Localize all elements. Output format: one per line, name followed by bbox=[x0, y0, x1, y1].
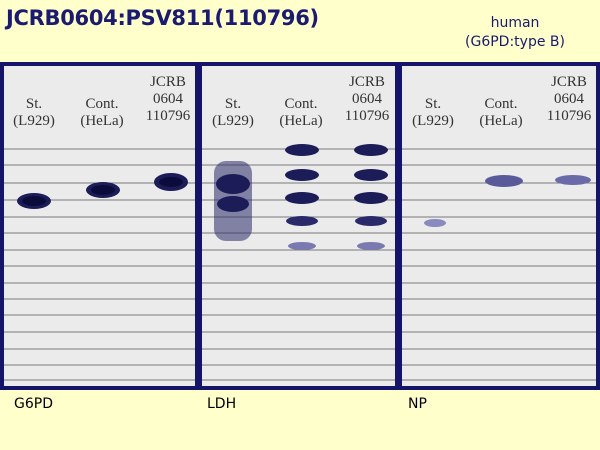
band bbox=[159, 177, 183, 187]
lane-header-sample: JCRB 0604 110796 bbox=[145, 74, 191, 124]
band bbox=[91, 185, 115, 195]
band bbox=[216, 174, 250, 194]
gel-panel-g6pd: St. (L929) Cont. (HeLa) JCRB 0604 110796 bbox=[4, 66, 195, 386]
lane-header-standard: St. (L929) bbox=[212, 96, 254, 129]
band bbox=[357, 242, 385, 250]
band bbox=[285, 192, 319, 204]
species-label: human (G6PD:type B) bbox=[450, 14, 580, 52]
lane-header-control: Cont. (HeLa) bbox=[279, 96, 323, 129]
band bbox=[555, 175, 591, 185]
footer-ldh: LDH bbox=[207, 396, 237, 412]
gel-image-ldh bbox=[202, 144, 395, 381]
band bbox=[285, 144, 319, 156]
gel-panel-np: St. (L929) Cont. (HeLa) JCRB 0604 110796 bbox=[402, 66, 596, 386]
band bbox=[485, 175, 523, 187]
footer-g6pd: G6PD bbox=[14, 396, 53, 412]
lane-header-standard: St. (L929) bbox=[13, 96, 55, 129]
title: JCRB0604:PSV811(110796) bbox=[6, 6, 319, 30]
species-name: human bbox=[490, 15, 540, 31]
band bbox=[354, 144, 388, 156]
band bbox=[285, 169, 319, 181]
lane-header-sample: JCRB 0604 110796 bbox=[344, 74, 390, 124]
band bbox=[22, 196, 46, 206]
band bbox=[288, 242, 316, 250]
gel-image-np bbox=[402, 148, 596, 381]
lane-header-control: Cont. (HeLa) bbox=[80, 96, 124, 129]
band bbox=[424, 219, 446, 227]
gel-image-g6pd bbox=[4, 148, 195, 381]
band bbox=[355, 216, 387, 226]
lane-header-control: Cont. (HeLa) bbox=[479, 96, 523, 129]
lane-header-sample: JCRB 0604 110796 bbox=[546, 74, 592, 124]
band bbox=[354, 192, 388, 204]
gel-panel-ldh: St. (L929) Cont. (HeLa) JCRB 0604 110796 bbox=[202, 66, 395, 386]
lane-header-standard: St. (L929) bbox=[412, 96, 454, 129]
band bbox=[286, 216, 318, 226]
band bbox=[217, 196, 249, 212]
footer-np: NP bbox=[408, 396, 427, 412]
species-type: (G6PD:type B) bbox=[465, 34, 565, 50]
gel-frame: St. (L929) Cont. (HeLa) JCRB 0604 110796 bbox=[0, 62, 600, 390]
band bbox=[354, 169, 388, 181]
